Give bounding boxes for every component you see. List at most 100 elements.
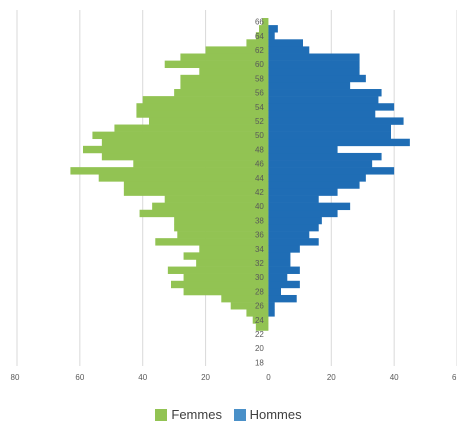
bar-hommes-age-45 — [268, 167, 395, 175]
bar-hommes-age-32 — [268, 259, 291, 267]
bar-femmes-age-27 — [221, 294, 269, 303]
age-label: 44 — [255, 174, 264, 183]
bar-hommes-age-64 — [268, 32, 275, 40]
bar-hommes-age-39 — [268, 209, 338, 218]
bar-femmes-age-45 — [70, 167, 269, 175]
bar-femmes-age-37 — [174, 223, 269, 232]
bar-hommes-age-55 — [268, 96, 379, 104]
bar-femmes-age-40 — [152, 202, 269, 211]
age-label: 30 — [255, 273, 264, 282]
bar-hommes-age-51 — [268, 124, 391, 132]
bar-hommes-age-59 — [268, 67, 360, 76]
bar-femmes-age-56 — [174, 89, 269, 97]
age-label: 64 — [255, 32, 264, 41]
bar-femmes-age-54 — [136, 103, 269, 111]
bar-femmes-age-24 — [252, 316, 269, 324]
age-label: 34 — [255, 245, 264, 254]
bar-femmes-age-34 — [199, 245, 269, 253]
bar-hommes-age-34 — [268, 245, 300, 253]
bar-hommes-age-60 — [268, 60, 360, 69]
age-label: 58 — [255, 74, 264, 83]
bar-hommes-age-42 — [268, 188, 338, 196]
bar-hommes-age-27 — [268, 294, 297, 303]
bar-femmes-age-42 — [123, 188, 269, 196]
bar-femmes-age-59 — [199, 67, 269, 76]
bar-femmes-age-63 — [246, 39, 269, 47]
x-tick-label: 6 — [452, 373, 457, 382]
age-label: 48 — [255, 145, 264, 154]
age-label: 54 — [255, 103, 264, 112]
bar-femmes-age-50 — [92, 131, 269, 140]
bar-hommes-age-52 — [268, 117, 404, 125]
bar-femmes-age-47 — [101, 152, 269, 161]
age-axis-labels: 18 20 22 24 26 28 30 32 34 36 38 40 42 44 46 48 50 52 54 56… — [255, 18, 264, 368]
bar-hommes-age-63 — [268, 39, 303, 47]
bar-hommes-age-37 — [268, 223, 319, 232]
bar-femmes-age-66 — [262, 18, 269, 26]
x-axis-labels: 80 60 40 20 0 20 40 6 — [11, 373, 457, 382]
x-tick-label: 0 — [266, 373, 271, 382]
series-femmes-bars — [70, 18, 269, 331]
age-label: 22 — [255, 330, 264, 339]
legend-swatch-femmes — [155, 408, 168, 421]
bar-hommes-age-38 — [268, 216, 322, 225]
bar-hommes-age-61 — [268, 53, 360, 61]
age-label: 52 — [255, 117, 264, 126]
legend-swatch-hommes — [233, 408, 246, 421]
bar-hommes-age-48 — [268, 145, 338, 154]
bar-femmes-age-65 — [259, 25, 269, 33]
age-label: 26 — [255, 302, 264, 311]
x-tick-label: 20 — [201, 373, 210, 382]
bar-femmes-age-60 — [164, 60, 269, 69]
age-label: 50 — [255, 131, 264, 140]
bar-hommes-age-26 — [268, 302, 275, 310]
bar-femmes-age-57 — [180, 81, 269, 90]
bar-hommes-age-35 — [268, 238, 319, 246]
bar-femmes-age-29 — [171, 280, 269, 289]
bar-femmes-age-31 — [167, 266, 269, 274]
age-label: 36 — [255, 231, 264, 240]
x-tick-label: 40 — [390, 373, 399, 382]
x-tick-label: 20 — [327, 373, 336, 382]
bar-hommes-age-49 — [268, 138, 410, 147]
bar-hommes-age-65 — [268, 25, 278, 33]
bar-hommes-age-43 — [268, 181, 360, 189]
age-label: 56 — [255, 89, 264, 98]
bar-hommes-age-40 — [268, 202, 351, 211]
bar-hommes-age-62 — [268, 46, 310, 54]
x-tick-label: 40 — [138, 373, 147, 382]
bar-femmes-age-43 — [123, 181, 269, 189]
age-label: 18 — [255, 358, 264, 367]
bar-hommes-age-29 — [268, 280, 300, 289]
bar-femmes-age-33 — [183, 252, 269, 260]
bar-hommes-age-57 — [268, 81, 351, 90]
bar-femmes-age-58 — [180, 74, 269, 83]
age-label: 38 — [255, 216, 264, 225]
bar-femmes-age-36 — [177, 231, 269, 239]
age-label: 66 — [255, 18, 264, 27]
bar-femmes-age-44 — [98, 174, 269, 182]
bar-femmes-age-26 — [230, 302, 269, 310]
age-label: 28 — [255, 287, 264, 296]
bar-hommes-age-50 — [268, 131, 391, 140]
bar-hommes-age-41 — [268, 195, 319, 203]
legend-item-hommes: Hommes — [233, 407, 302, 422]
bar-femmes-age-51 — [114, 124, 269, 132]
bar-hommes-age-58 — [268, 74, 366, 83]
bar-femmes-age-46 — [133, 160, 269, 168]
bar-femmes-age-32 — [196, 259, 269, 267]
age-label: 20 — [255, 344, 264, 353]
age-label: 46 — [255, 160, 264, 169]
bar-hommes-age-47 — [268, 152, 382, 161]
age-label: 40 — [255, 202, 264, 211]
bar-hommes-age-28 — [268, 287, 281, 296]
bar-femmes-age-23 — [255, 323, 269, 331]
bar-femmes-age-39 — [139, 209, 269, 218]
legend: Femmes Hommes — [0, 406, 457, 422]
bar-hommes-age-33 — [268, 252, 291, 260]
x-tick-label: 60 — [75, 373, 84, 382]
age-label: 60 — [255, 60, 264, 69]
bar-femmes-age-28 — [183, 287, 269, 296]
bar-femmes-age-64 — [255, 32, 269, 40]
